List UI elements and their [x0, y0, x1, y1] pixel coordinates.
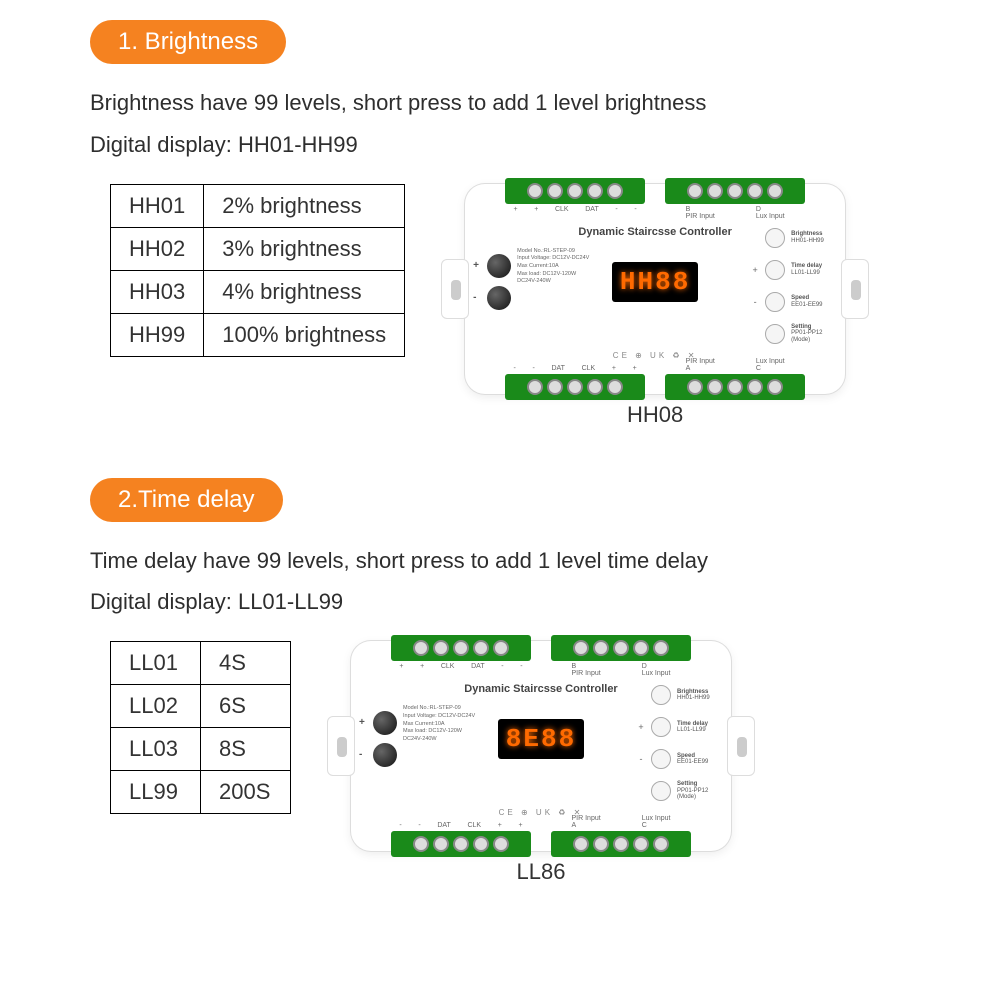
- digital-display: 8E88: [498, 719, 584, 759]
- section-desc: Brightness have 99 levels, short press t…: [90, 82, 1000, 166]
- table-row: HH034% brightness: [111, 270, 405, 313]
- table-row: LL014S: [111, 642, 291, 685]
- table-row: HH012% brightness: [111, 184, 405, 227]
- section-2: 2.Time delay Time delay have 99 levels, …: [0, 478, 1000, 886]
- section-heading: 1. Brightness: [90, 20, 286, 64]
- section-heading: 2.Time delay: [90, 478, 283, 522]
- data-table: LL014S LL026S LL038S LL99200S: [110, 641, 291, 814]
- device-button: + Time delayLL01-LL99: [637, 717, 719, 737]
- data-table: HH012% brightness HH023% brightness HH03…: [110, 184, 405, 357]
- section-desc: Time delay have 99 levels, short press t…: [90, 540, 1000, 624]
- table-row: LL038S: [111, 728, 291, 771]
- device-button: BrightnessHH01-HH99: [637, 685, 719, 705]
- device-button: SettingPP01-PP12 (Mode): [637, 781, 719, 801]
- device-button: - SpeedEE01-EE99: [751, 292, 833, 312]
- table-row: HH023% brightness: [111, 227, 405, 270]
- table-row: LL026S: [111, 685, 291, 728]
- device-button: SettingPP01-PP12 (Mode): [751, 324, 833, 344]
- device-illustration: ++CLKDAT-- BPIR InputDLux Input Dynamic …: [445, 184, 865, 428]
- device-button: - SpeedEE01-EE99: [637, 749, 719, 769]
- device-button: + Time delayLL01-LL99: [751, 260, 833, 280]
- table-row: LL99200S: [111, 771, 291, 814]
- table-row: HH99100% brightness: [111, 313, 405, 356]
- device-caption: HH08: [445, 402, 865, 428]
- device-caption: LL86: [331, 859, 751, 885]
- device-button: BrightnessHH01-HH99: [751, 228, 833, 248]
- digital-display: HH88: [612, 262, 698, 302]
- section-1: 1. Brightness Brightness have 99 levels,…: [0, 20, 1000, 428]
- device-illustration: ++CLKDAT-- BPIR InputDLux Input Dynamic …: [331, 641, 751, 885]
